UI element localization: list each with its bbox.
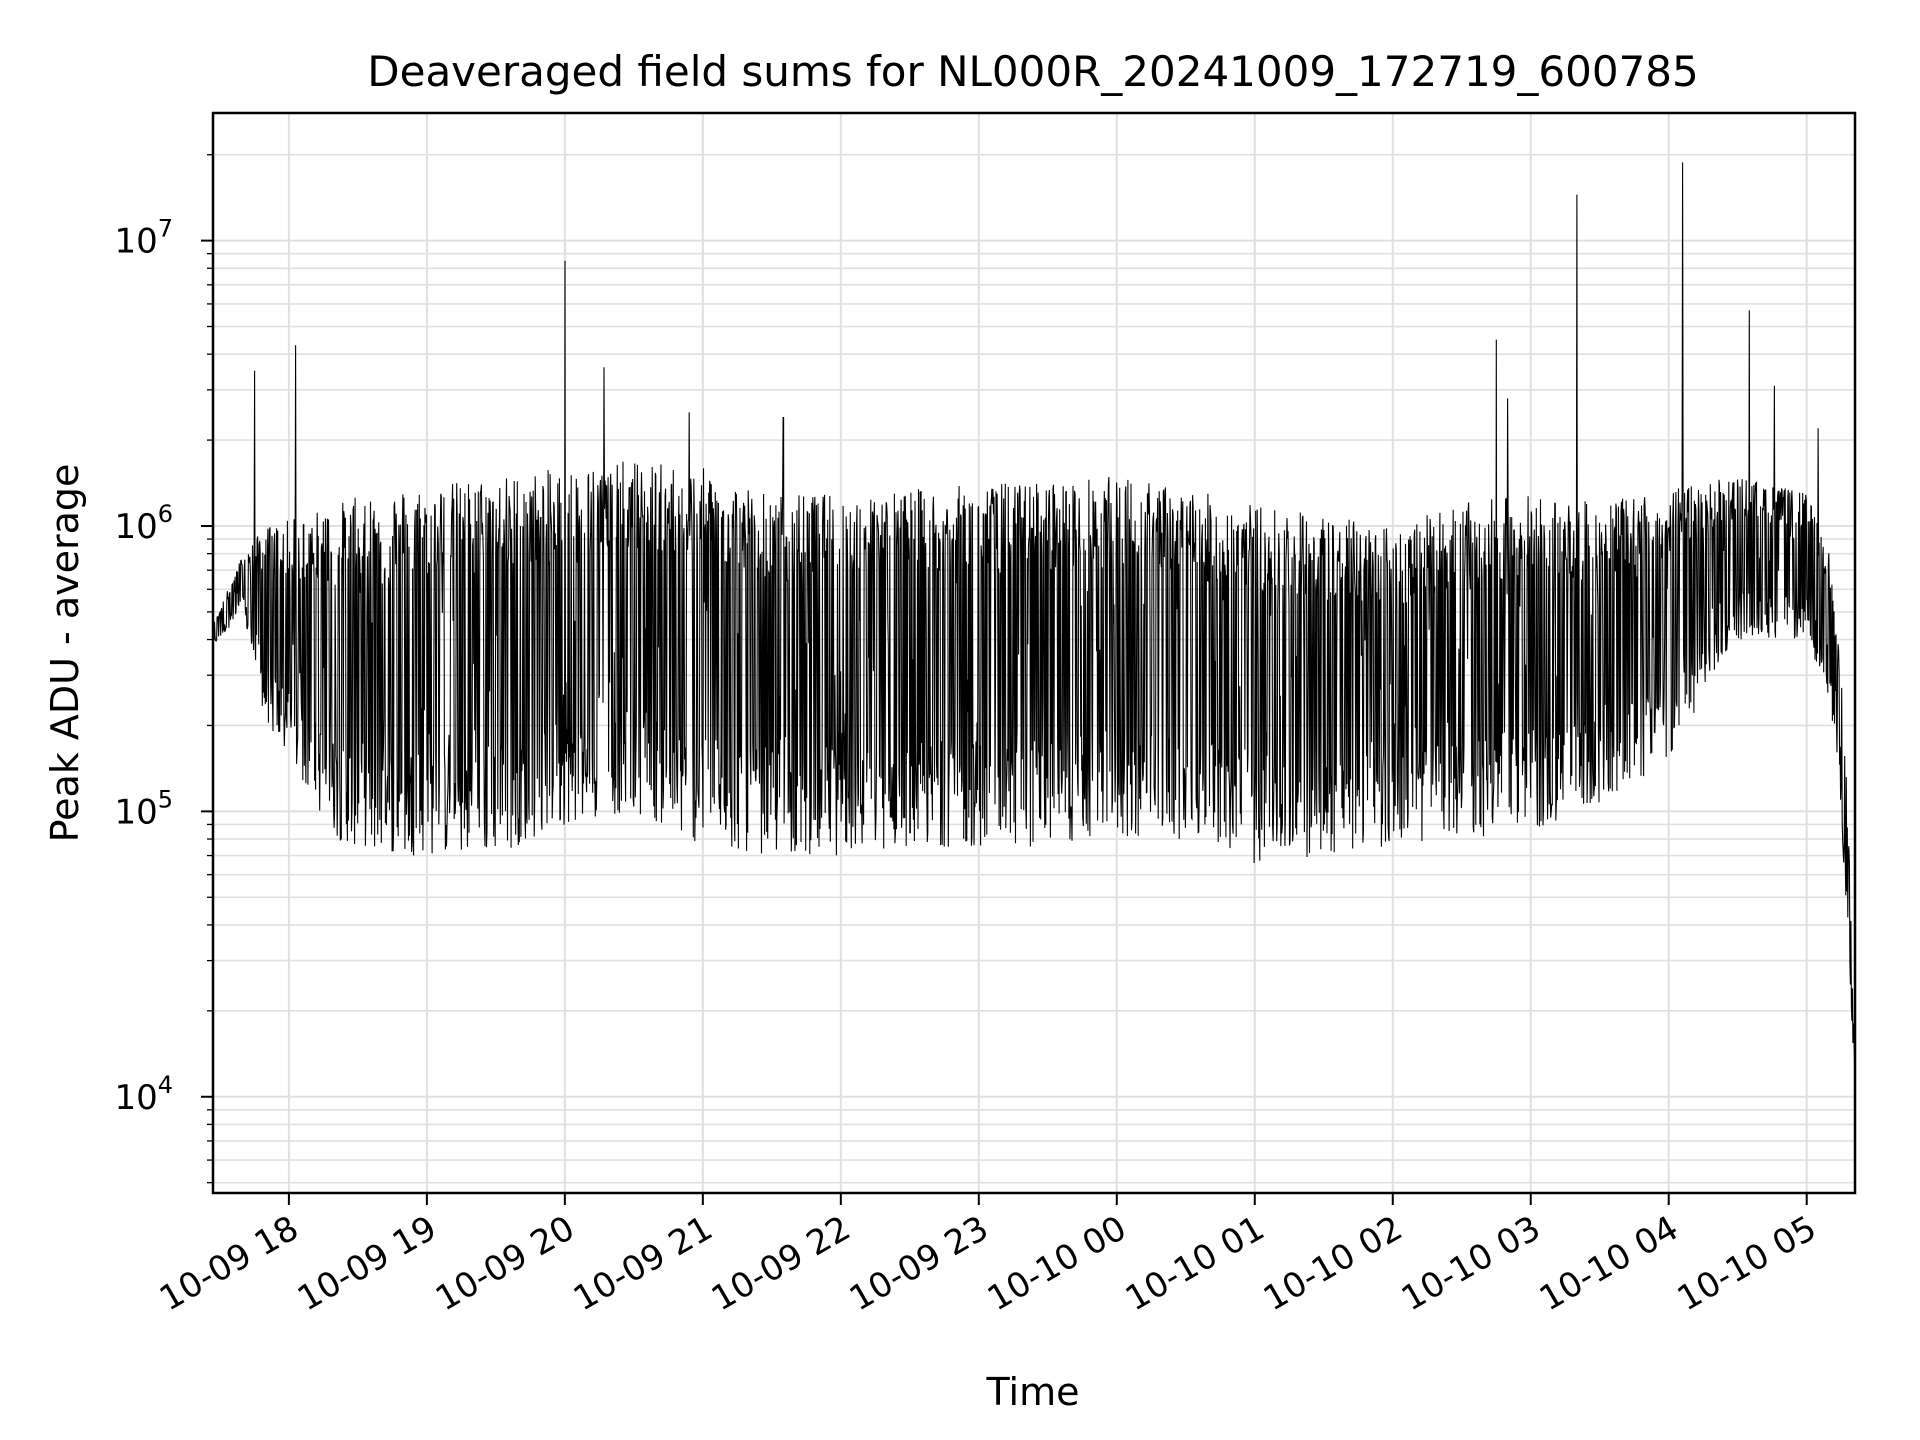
data-line bbox=[212, 162, 1856, 1092]
x-tick-label: 10-10 02 bbox=[1257, 1208, 1409, 1319]
grid bbox=[213, 113, 1855, 1193]
x-tick-label: 10-10 00 bbox=[981, 1208, 1133, 1319]
x-axis-label: Time bbox=[986, 1370, 1080, 1414]
x-tick-label: 10-10 03 bbox=[1395, 1208, 1547, 1319]
y-tick-label: 106 bbox=[114, 500, 173, 547]
x-tick-label: 10-09 23 bbox=[843, 1208, 995, 1319]
chart-title: Deaveraged field sums for NL000R_2024100… bbox=[367, 47, 1698, 96]
plot-frame bbox=[211, 111, 1857, 1195]
x-tick-label: 10-09 20 bbox=[429, 1208, 581, 1319]
y-tick-label: 105 bbox=[114, 785, 173, 832]
y-axis-label: Peak ADU - average bbox=[43, 464, 87, 843]
x-tick-label: 10-09 22 bbox=[705, 1208, 857, 1319]
x-tick-label: 10-09 19 bbox=[291, 1208, 443, 1319]
x-tick-label: 10-09 21 bbox=[567, 1208, 719, 1319]
x-tick-label: 10-10 05 bbox=[1671, 1208, 1823, 1319]
series-line bbox=[212, 162, 1856, 1092]
x-tick-label: 10-10 04 bbox=[1533, 1208, 1685, 1319]
x-tick-label: 10-10 01 bbox=[1119, 1208, 1271, 1319]
x-tick-label: 10-09 18 bbox=[153, 1208, 305, 1319]
y-tick-label: 104 bbox=[114, 1071, 173, 1118]
y-tick-label: 107 bbox=[114, 215, 173, 262]
